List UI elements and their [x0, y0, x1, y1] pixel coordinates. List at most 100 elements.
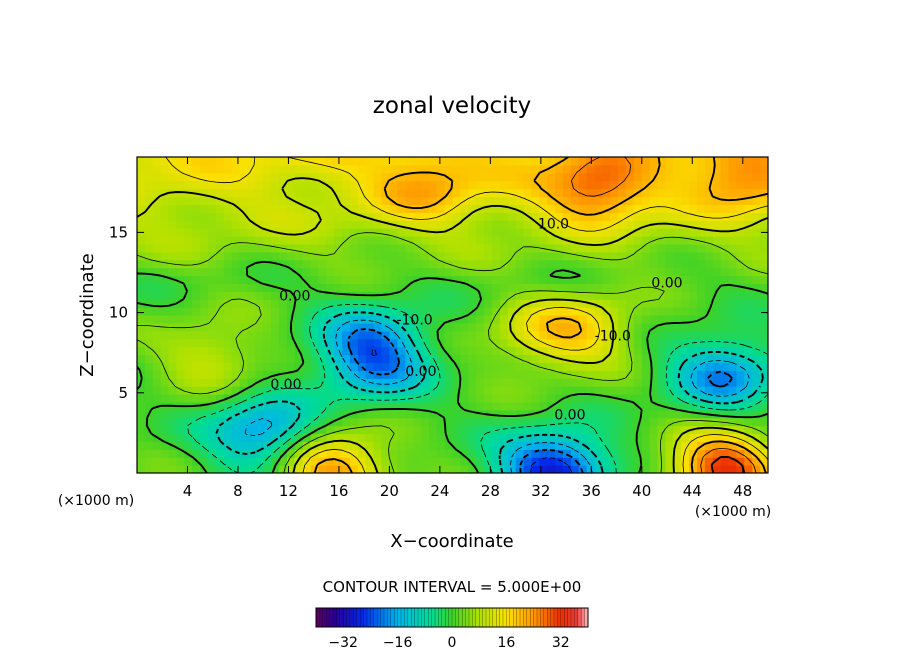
field-cell: [641, 401, 651, 411]
field-cell: [428, 425, 438, 435]
field-cell: [381, 267, 390, 277]
field-cell: [760, 449, 768, 458]
field-cell: [302, 394, 312, 403]
field-cell: [137, 157, 146, 166]
field-cell: [207, 164, 217, 174]
field-cell: [744, 188, 753, 198]
field-cell: [397, 212, 406, 221]
field-cell: [673, 322, 682, 332]
field-cell: [626, 267, 635, 277]
field-cell: [176, 322, 185, 332]
field-cell: [168, 354, 178, 363]
field-cell: [215, 275, 225, 284]
field-cell: [476, 243, 485, 253]
field-cell: [389, 386, 398, 395]
field-cell: [192, 299, 201, 308]
field-cell: [649, 251, 659, 261]
field-cell: [342, 354, 351, 363]
field-cell: [712, 220, 722, 229]
field-cell: [365, 243, 375, 253]
field-cell: [302, 172, 312, 182]
field-cell: [452, 180, 461, 190]
field-cell: [444, 315, 454, 324]
field-cell: [239, 275, 249, 284]
field-cell: [539, 457, 548, 466]
field-cell: [286, 401, 296, 411]
field-cell: [744, 362, 753, 371]
field-cell: [373, 212, 383, 221]
x-tick-label: 20: [380, 482, 399, 500]
field-cell: [152, 188, 162, 198]
field-cell: [618, 330, 627, 340]
field-cell: [357, 330, 367, 340]
field-cell: [476, 228, 485, 237]
field-cell: [712, 275, 722, 284]
field-cell: [255, 417, 264, 427]
colorbar-swatch: [455, 607, 460, 628]
field-cell: [720, 307, 730, 316]
field-cell: [673, 307, 682, 316]
field-cell: [263, 330, 272, 340]
field-cell: [555, 283, 564, 292]
field-cell: [578, 204, 588, 213]
field-cell: [389, 330, 398, 340]
field-cell: [570, 236, 580, 245]
field-cell: [641, 267, 651, 277]
field-cell: [420, 346, 430, 356]
field-cell: [507, 433, 517, 442]
field-cell: [192, 346, 201, 356]
field-cell: [539, 449, 548, 458]
field-cell: [310, 307, 320, 316]
field-cell: [657, 322, 667, 332]
field-cell: [326, 283, 335, 292]
field-cell: [720, 417, 730, 427]
field-cell: [594, 164, 603, 174]
field-cell: [310, 401, 320, 411]
field-cell: [342, 417, 351, 427]
field-cell: [602, 251, 611, 261]
contour-label: -10.0: [396, 313, 432, 329]
field-cell: [428, 417, 438, 427]
field-cell: [555, 457, 564, 466]
field-cell: [499, 465, 509, 473]
field-cell: [349, 157, 359, 166]
field-cell: [326, 370, 335, 379]
field-cell: [365, 157, 375, 166]
field-cell: [334, 204, 343, 213]
field-cell: [397, 441, 406, 450]
field-cell: [239, 267, 249, 277]
field-cell: [160, 354, 170, 363]
field-cell: [657, 386, 667, 395]
field-cell: [476, 378, 485, 387]
field-cell: [539, 386, 548, 395]
field-cell: [555, 243, 564, 253]
field-cell: [247, 417, 256, 427]
field-cell: [271, 196, 280, 205]
field-cell: [641, 172, 651, 182]
field-cell: [302, 370, 312, 379]
field-cell: [231, 330, 241, 340]
field-cell: [594, 236, 603, 245]
field-cell: [176, 354, 185, 363]
field-cell: [160, 172, 170, 182]
field-cell: [633, 251, 643, 261]
field-cell: [271, 267, 280, 277]
field-cell: [200, 370, 209, 379]
field-cell: [515, 180, 525, 190]
field-cell: [673, 243, 682, 253]
field-cell: [491, 449, 501, 458]
field-cell: [657, 330, 667, 340]
colorbar-swatch: [326, 607, 331, 628]
field-cell: [578, 394, 588, 403]
field-cell: [760, 212, 768, 221]
field-cell: [736, 394, 745, 403]
field-cell: [215, 315, 225, 324]
field-cell: [594, 299, 603, 308]
field-cell: [231, 283, 241, 292]
field-cell: [720, 354, 730, 363]
field-cell: [570, 386, 580, 395]
field-cell: [499, 172, 509, 182]
field-cell: [444, 243, 454, 253]
field-cell: [547, 417, 556, 427]
field-cell: [397, 465, 406, 473]
